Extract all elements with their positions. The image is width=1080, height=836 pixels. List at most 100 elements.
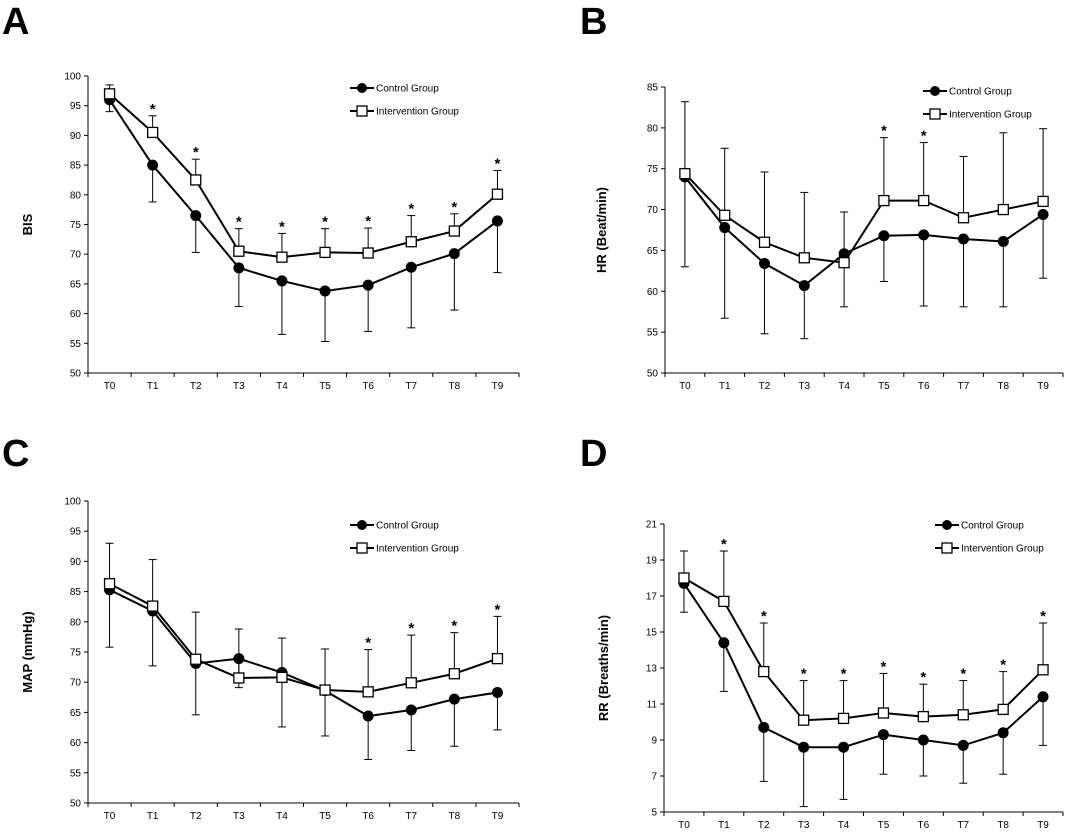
legend-label: Intervention Group xyxy=(376,544,459,555)
legend-label: Control Group xyxy=(961,521,1024,532)
panel-c: C 50 55 60 65 70 75 80 85 90 95 100 T0 T1 T2 T3 T4 T5 T6 T7… xyxy=(2,433,520,822)
y-tick-label: 85 xyxy=(70,161,82,172)
significance-asterisk: * xyxy=(1040,608,1046,625)
y-tick-label: 90 xyxy=(70,131,82,142)
intervention-point xyxy=(103,578,116,590)
y-tick-label: 95 xyxy=(70,527,82,538)
intervention-point xyxy=(276,251,288,263)
y-tick-label: 100 xyxy=(64,72,81,83)
y-tick-label: 85 xyxy=(647,83,659,94)
x-tick-label: T5 xyxy=(319,381,331,392)
intervention-point xyxy=(448,225,461,237)
significance-asterisk: * xyxy=(1000,657,1006,674)
intervention-point xyxy=(405,236,417,248)
control-point xyxy=(190,210,202,222)
significance-asterisk: * xyxy=(960,666,966,683)
y-tick-label: 90 xyxy=(70,557,82,568)
legend-intervention-marker xyxy=(356,542,368,554)
significance-asterisk: * xyxy=(495,601,501,618)
control-point xyxy=(491,215,503,227)
control-point xyxy=(147,159,159,171)
x-tick-label: T1 xyxy=(147,811,159,822)
intervention-point xyxy=(233,245,245,257)
y-tick-label: 60 xyxy=(647,287,659,298)
x-tick-label: T1 xyxy=(719,381,731,392)
control-point xyxy=(877,729,889,741)
legend-label: Control Group xyxy=(376,521,439,532)
x-tick-label: T5 xyxy=(878,820,890,831)
significance-asterisk: * xyxy=(451,199,457,216)
x-tick-label: T0 xyxy=(104,381,116,392)
x-tick-label: T8 xyxy=(449,381,461,392)
y-tick-label: 60 xyxy=(70,738,82,749)
intervention-point xyxy=(957,212,970,224)
significance-asterisk: * xyxy=(721,536,727,553)
significance-asterisk: * xyxy=(920,669,926,686)
control-series-line xyxy=(109,588,498,718)
y-tick-label: 100 xyxy=(64,497,81,508)
y-tick-label: 21 xyxy=(646,520,658,531)
control-point xyxy=(957,739,969,751)
y-tick-label: 65 xyxy=(70,708,82,719)
significance-asterisk: * xyxy=(881,123,887,140)
x-tick-label: T8 xyxy=(449,811,461,822)
x-tick-label: T4 xyxy=(276,381,288,392)
intervention-point xyxy=(491,188,504,200)
significance-asterisk: * xyxy=(279,218,285,235)
x-tick-label: T7 xyxy=(957,820,969,831)
intervention-point xyxy=(678,572,690,584)
x-tick-label: T6 xyxy=(362,381,374,392)
intervention-series-line xyxy=(109,582,498,693)
intervention-point xyxy=(146,126,159,139)
x-tick-label: T7 xyxy=(405,811,417,822)
intervention-point xyxy=(798,252,810,264)
x-tick-label: T7 xyxy=(958,381,970,392)
intervention-point xyxy=(1037,195,1049,208)
legend-intervention-marker xyxy=(941,542,953,554)
control-point xyxy=(276,275,288,287)
intervention-point xyxy=(276,671,288,684)
y-tick-label: 80 xyxy=(70,190,82,201)
x-tick-label: T3 xyxy=(798,381,810,392)
significance-asterisk: * xyxy=(761,608,767,625)
intervention-series-line xyxy=(683,577,1044,722)
x-tick-label: T6 xyxy=(918,381,930,392)
intervention-point xyxy=(718,595,730,608)
x-tick-label: T9 xyxy=(492,811,504,822)
y-axis-label: HR (Beat/min) xyxy=(594,187,609,273)
intervention-point xyxy=(837,712,850,725)
y-tick-label: 75 xyxy=(647,164,659,175)
x-tick-label: T9 xyxy=(1037,381,1049,392)
y-axis-label: BIS xyxy=(20,213,35,235)
panel-d: D 5 7 9 11 13 15 17 19 21 T0 T1 T2 T3 T4 T5 T6 T7 T8 T9 RR (… xyxy=(580,433,1064,831)
panel-letter: B xyxy=(580,1,607,43)
intervention-point xyxy=(362,686,374,698)
y-tick-label: 5 xyxy=(651,808,657,819)
y-tick-label: 65 xyxy=(647,246,659,257)
x-tick-label: T8 xyxy=(997,381,1009,392)
intervention-point xyxy=(997,203,1009,216)
control-point xyxy=(362,279,374,291)
intervention-point xyxy=(491,652,504,665)
significance-asterisk: * xyxy=(495,155,501,172)
x-tick-label: T2 xyxy=(190,381,202,392)
x-tick-label: T0 xyxy=(104,811,116,822)
significance-asterisk: * xyxy=(881,658,887,675)
significance-asterisk: * xyxy=(408,620,414,637)
control-point xyxy=(718,637,730,649)
y-tick-label: 70 xyxy=(647,205,659,216)
intervention-point xyxy=(758,236,771,248)
y-tick-label: 75 xyxy=(70,220,82,231)
x-tick-label: T2 xyxy=(758,820,770,831)
control-point xyxy=(405,704,417,716)
panel-a: A 50 55 60 65 70 75 80 85 90 95 100 T0 T1 T2 T3 T4 T5 T6 T7… xyxy=(2,1,520,392)
legend-control-marker xyxy=(357,83,367,93)
x-tick-label: T7 xyxy=(405,381,417,392)
intervention-point xyxy=(233,672,245,684)
control-series-line xyxy=(684,176,1044,287)
control-point xyxy=(448,693,460,705)
significance-asterisk: * xyxy=(193,144,199,161)
significance-asterisk: * xyxy=(365,635,371,652)
control-point xyxy=(719,222,731,234)
y-tick-label: 7 xyxy=(651,772,657,783)
